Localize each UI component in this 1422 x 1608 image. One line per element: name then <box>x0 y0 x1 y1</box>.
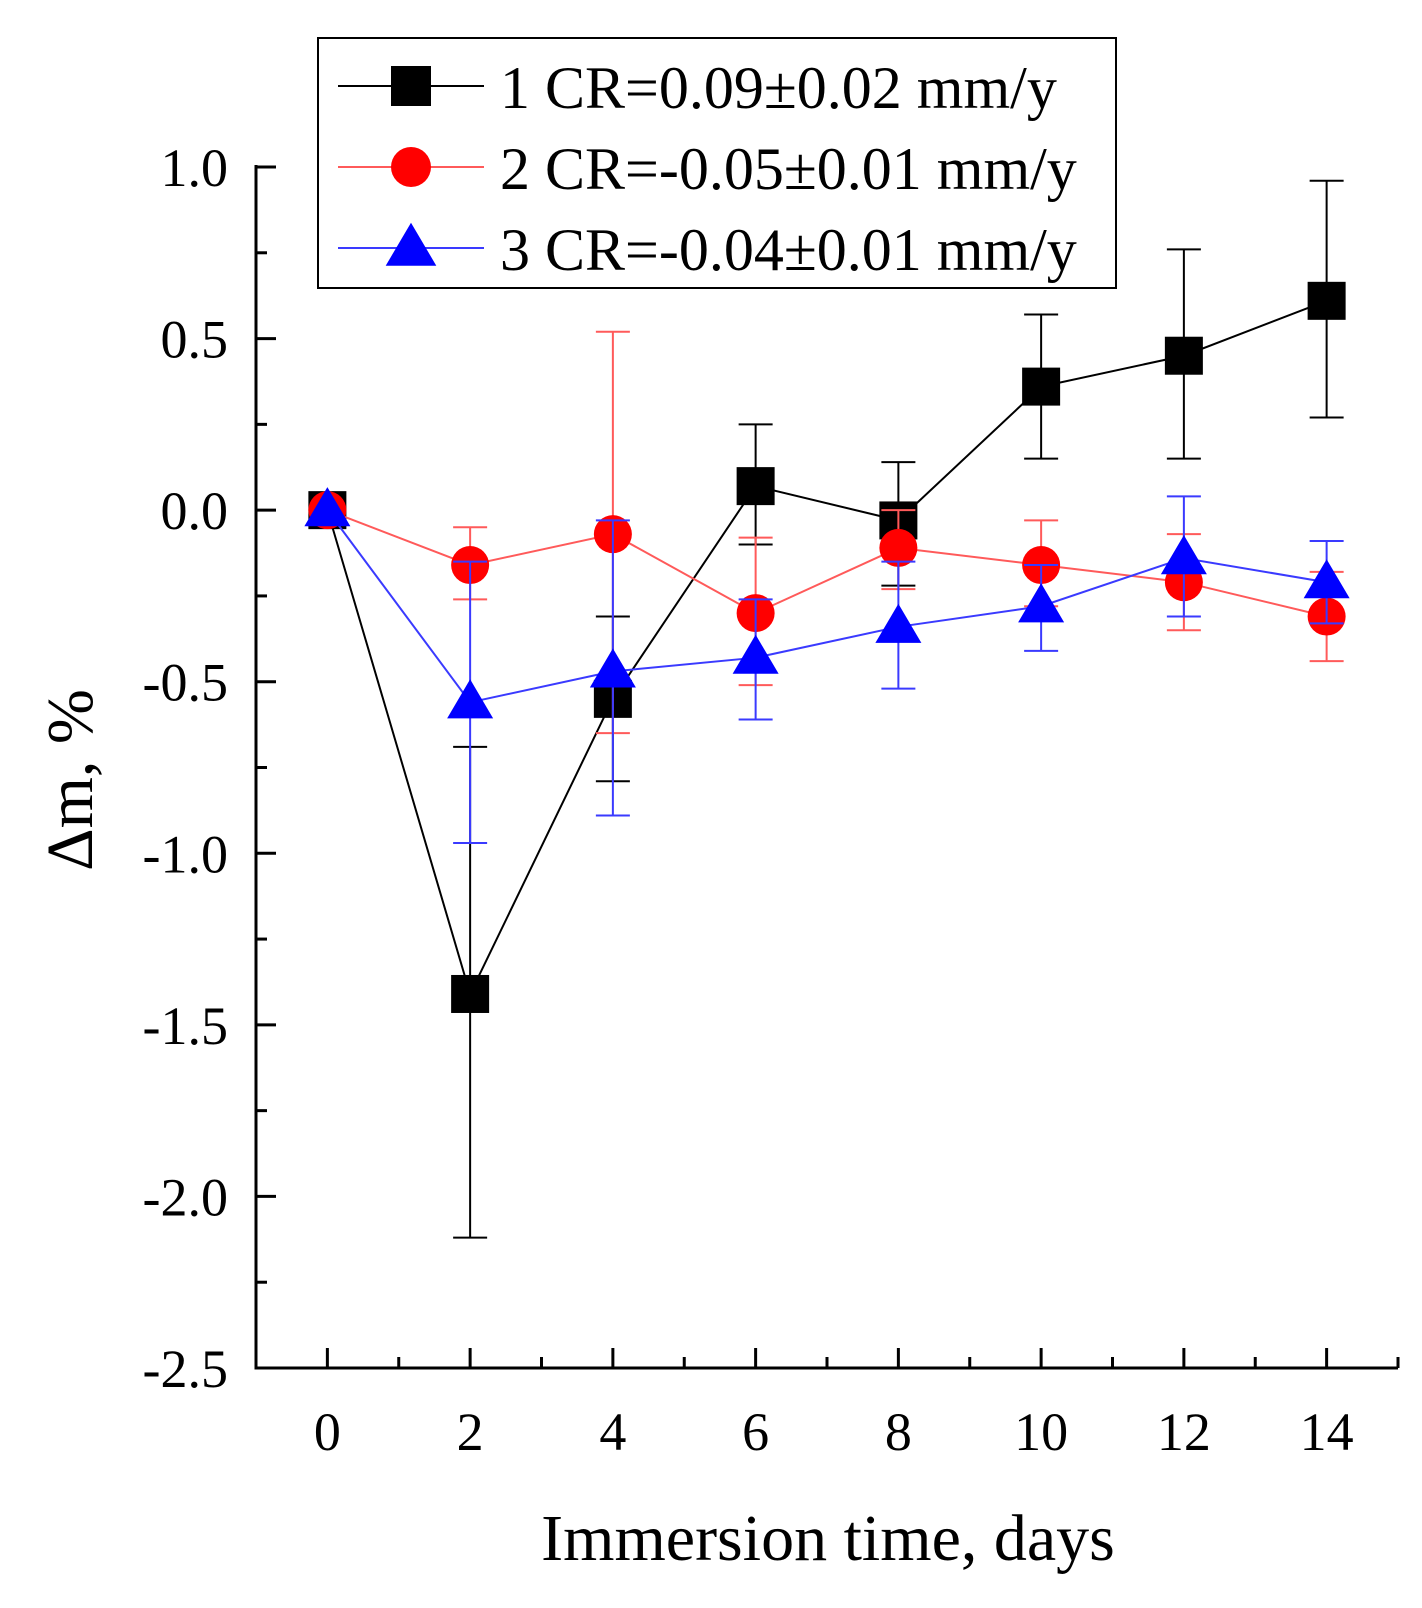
x-tick-label: 10 <box>1014 1402 1068 1462</box>
data-point <box>1164 336 1203 375</box>
series-1 <box>308 179 1346 1239</box>
y-tick-label: 0.5 <box>161 310 229 370</box>
y-tick-label: 0.0 <box>161 481 229 541</box>
legend-label: 2 CR=-0.05±0.01 mm/y <box>500 136 1077 202</box>
legend-label: 1 CR=0.09±0.02 mm/y <box>500 55 1057 121</box>
y-tick-label: -2.5 <box>143 1339 228 1399</box>
data-point <box>1018 583 1065 623</box>
x-tick-label: 14 <box>1300 1402 1354 1462</box>
data-point <box>589 648 636 688</box>
data-point <box>1022 367 1061 406</box>
y-tick-label: -1.0 <box>143 824 228 884</box>
x-tick-label: 6 <box>742 1402 769 1462</box>
x-tick-label: 12 <box>1157 1402 1211 1462</box>
y-axis-label: Δm, % <box>34 689 107 871</box>
data-point <box>879 528 918 567</box>
x-tick-label: 2 <box>457 1402 484 1462</box>
series-line <box>327 509 1327 618</box>
legend-marker <box>391 66 431 106</box>
tick-layer: 1.0 0.5 0.0 -0.5 -1.0 -1.5 -2.0 -2.5 0 2 4 6 8 10 12 14 <box>143 138 1400 1462</box>
data-point <box>451 974 490 1013</box>
data-point <box>875 603 922 643</box>
data-point <box>736 467 775 506</box>
legend-label: 3 CR=-0.04±0.01 mm/y <box>500 217 1077 283</box>
axes <box>254 165 1398 1370</box>
legend-box <box>317 37 1117 289</box>
x-axis-label: Immersion time, days <box>541 1502 1115 1575</box>
data-point <box>304 487 351 527</box>
y-tick-label: -1.5 <box>143 996 228 1056</box>
legend-marker <box>385 222 437 266</box>
series-line <box>326 509 1327 704</box>
data-point <box>732 634 779 674</box>
data-point <box>1303 559 1350 599</box>
x-tick-label: 0 <box>314 1402 341 1462</box>
series-3 <box>304 487 1350 844</box>
legend: 1 CR=0.09±0.02 mm/y 2 CR=-0.05±0.01 mm/y 3… <box>317 37 1117 289</box>
legend-marker <box>391 147 431 187</box>
x-tick-label: 4 <box>599 1402 626 1462</box>
y-tick-label: 1.0 <box>161 138 229 198</box>
data-point <box>1160 535 1207 575</box>
data-point <box>1307 281 1346 320</box>
series-layer <box>304 179 1350 1239</box>
series-line <box>326 299 1327 997</box>
x-tick-label: 8 <box>885 1402 912 1462</box>
y-tick-label: -0.5 <box>143 653 228 713</box>
y-tick-label: -2.0 <box>143 1167 228 1227</box>
data-point <box>447 679 494 719</box>
